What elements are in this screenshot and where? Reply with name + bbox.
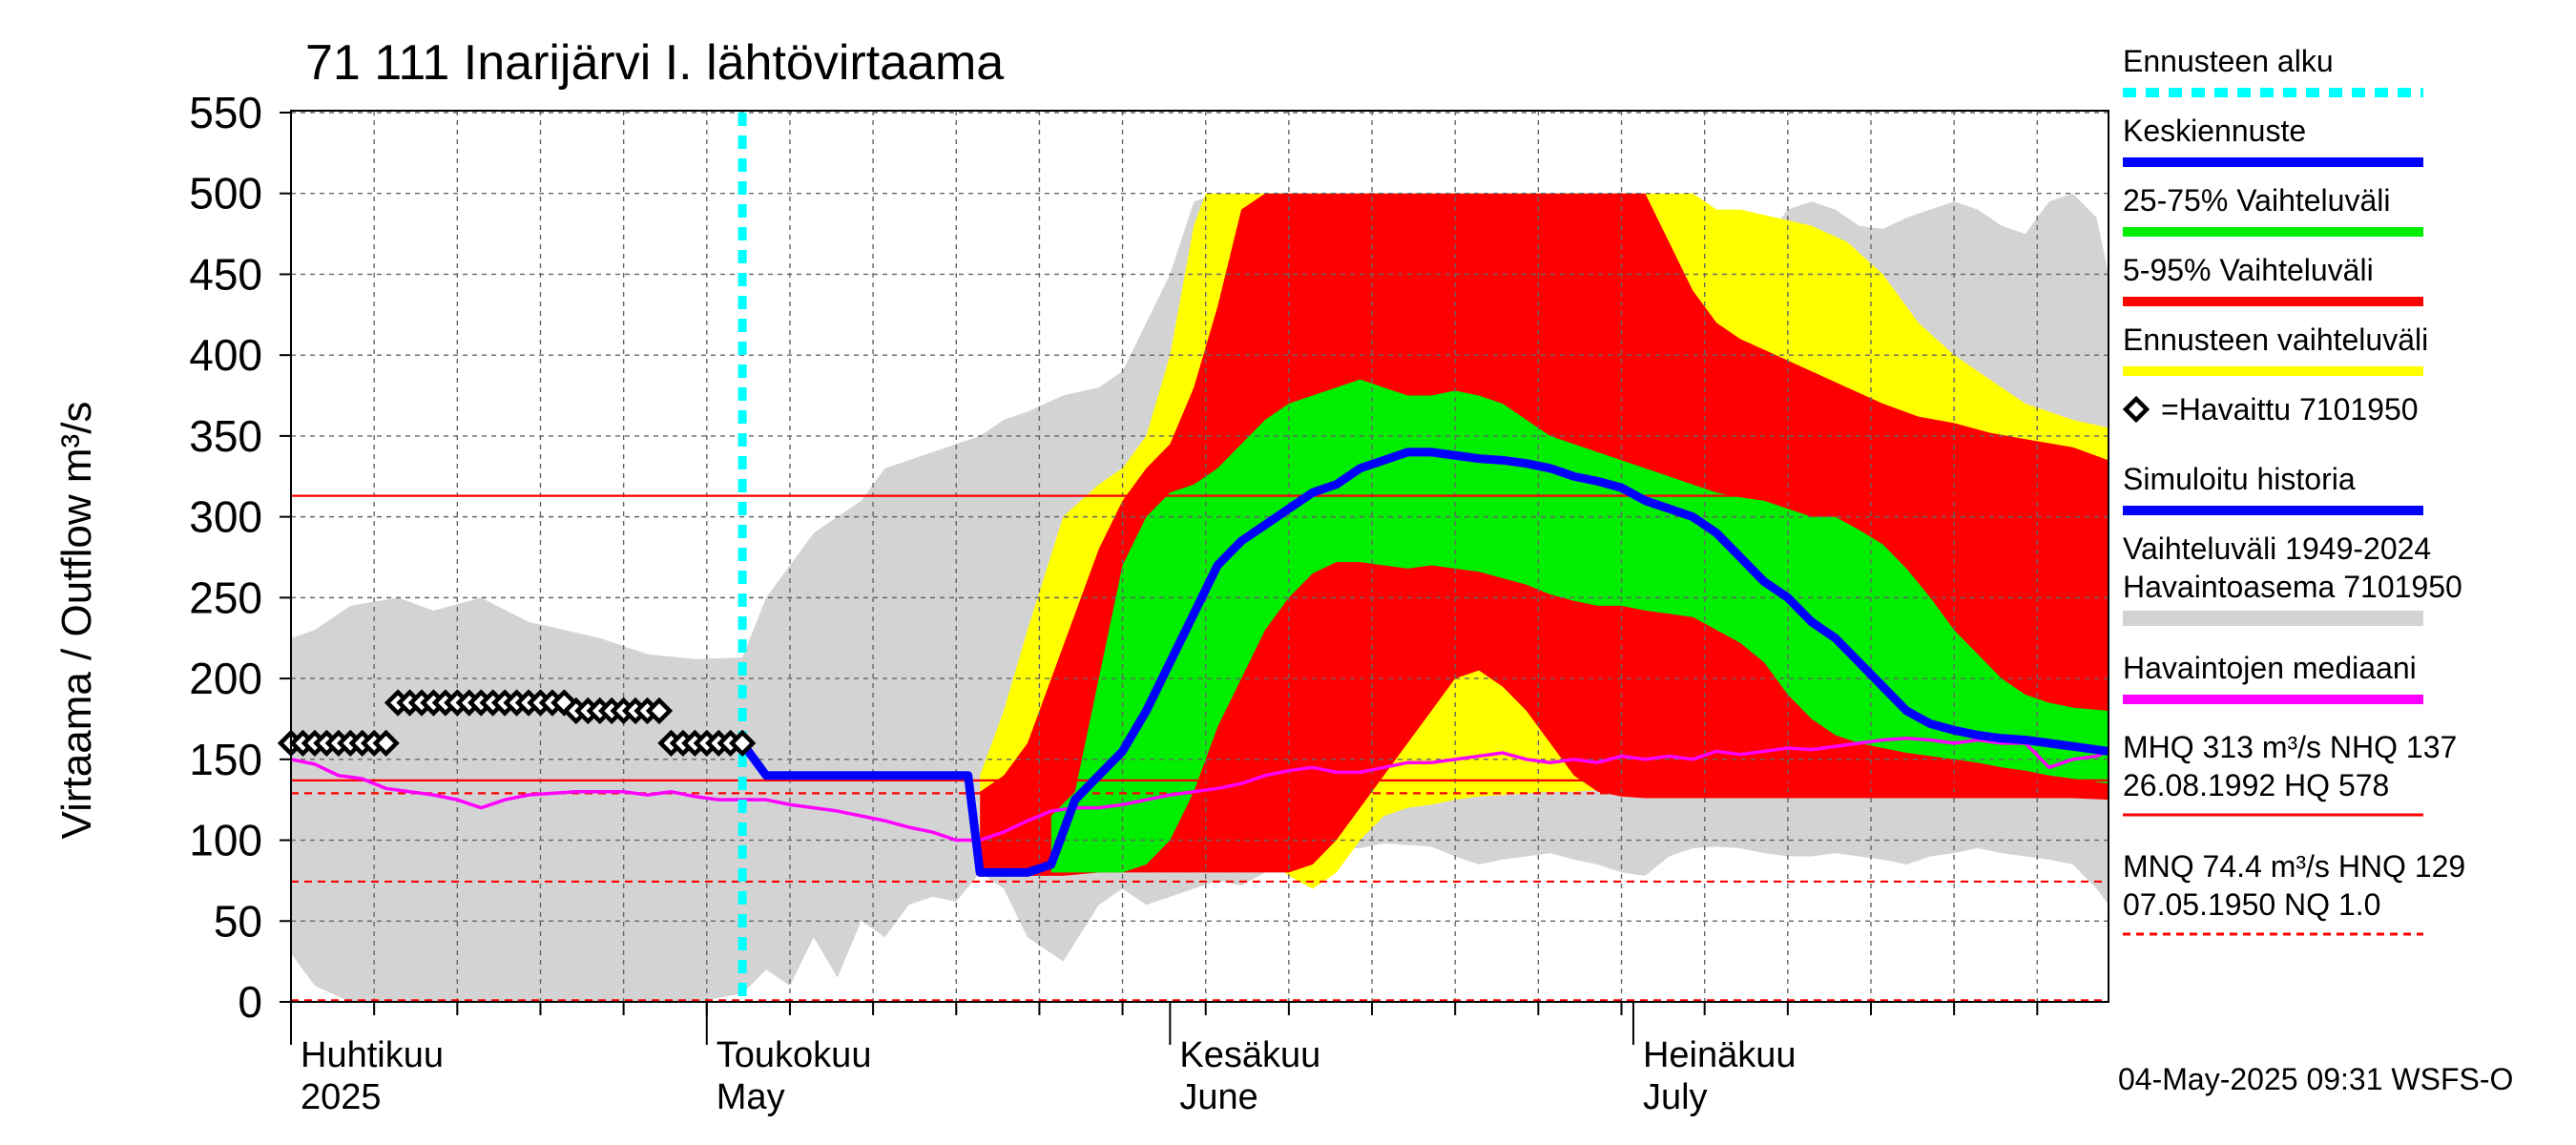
observed-marker — [645, 697, 674, 725]
y-tick-label: 350 — [189, 411, 262, 461]
y-tick-label: 500 — [189, 169, 262, 219]
legend-label: Simuloitu historia — [2123, 462, 2356, 496]
chart-title: 71 111 Inarijärvi I. lähtövirtaama — [305, 35, 1004, 91]
legend-label: 5-95% Vaihteluväli — [2123, 253, 2374, 287]
legend-label: =Havaittu 7101950 — [2161, 392, 2419, 427]
legend-label: Vaihteluväli 1949-2024 — [2123, 531, 2431, 566]
axes: 0 50 100 150 200 250 300 350 400 450 500 550 Huhtiku… — [189, 88, 2109, 1117]
x-month-label-en: July — [1643, 1077, 1708, 1117]
legend: Ennusteen alku Keskiennuste 25-75% Vaihtel… — [2122, 44, 2465, 936]
y-tick-label: 0 — [238, 977, 262, 1027]
median-line — [290, 737, 2109, 843]
legend-label: Havaintojen mediaani — [2123, 651, 2417, 685]
x-month-label-en: 2025 — [301, 1077, 382, 1117]
y-tick-label: 100 — [189, 816, 262, 865]
plot-area — [277, 111, 2109, 1003]
stats-line: 26.08.1992 HQ 578 — [2123, 768, 2389, 802]
y-tick-label: 550 — [189, 88, 262, 137]
footer-timestamp: 04-May-2025 09:31 WSFS-O — [2118, 1062, 2513, 1096]
legend-label: Ennusteen vaihteluväli — [2123, 323, 2428, 357]
legend-label: Havaintoasema 7101950 — [2123, 570, 2462, 604]
y-tick-label: 450 — [189, 249, 262, 299]
legend-marker — [2122, 395, 2150, 424]
x-month-label-fi: Toukokuu — [717, 1035, 872, 1075]
y-tick-label: 300 — [189, 492, 262, 542]
y-tick-label: 50 — [214, 896, 262, 946]
mean-forecast-line — [738, 448, 2109, 877]
y-tick-label: 400 — [189, 330, 262, 380]
observed-marker — [372, 729, 400, 758]
y-axis-label: Virtaama / Outflow m³/s — [53, 402, 100, 840]
x-month-label-fi: Kesäkuu — [1179, 1035, 1320, 1075]
x-month-label-en: June — [1179, 1077, 1257, 1117]
x-month-label-en: May — [717, 1077, 785, 1117]
stats-line: MHQ 313 m³/s NHQ 137 — [2123, 730, 2457, 764]
plot-frame — [290, 110, 2109, 1003]
y-tick-label: 150 — [189, 735, 262, 784]
legend-label: 25-75% Vaihteluväli — [2123, 183, 2390, 218]
legend-label: Ennusteen alku — [2123, 44, 2334, 78]
stats-line: MNQ 74.4 m³/s HNQ 129 — [2123, 849, 2465, 884]
y-tick-label: 200 — [189, 654, 262, 703]
stats-line: 07.05.1950 NQ 1.0 — [2123, 887, 2380, 922]
observed-marker — [728, 729, 757, 758]
x-month-label-fi: Huhtikuu — [301, 1035, 444, 1075]
x-month-label-fi: Heinäkuu — [1643, 1035, 1797, 1075]
legend-label: Keskiennuste — [2123, 114, 2306, 148]
y-tick-label: 250 — [189, 572, 262, 622]
band-25-75 — [1050, 379, 2109, 873]
